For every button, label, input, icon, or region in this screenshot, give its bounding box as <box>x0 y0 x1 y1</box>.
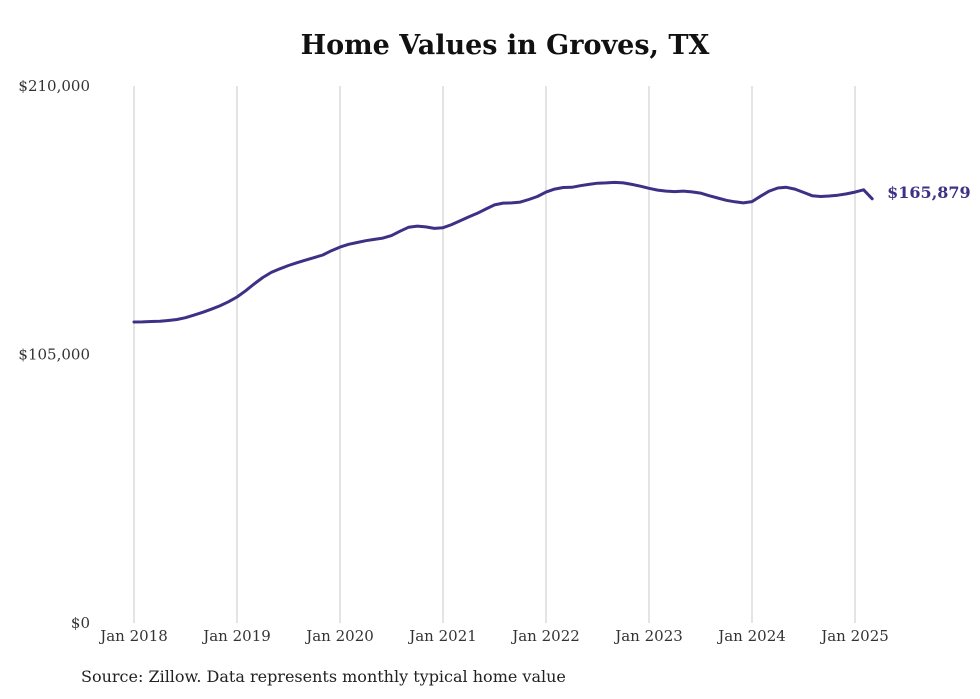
x-tick-label: Jan 2025 <box>819 627 889 645</box>
x-tick-label: Jan 2024 <box>716 627 786 645</box>
label-layer: $165,879 <box>887 183 971 202</box>
y-axis-ticks: $0 $105,000 $210,000 <box>18 77 90 632</box>
x-tick-label: Jan 2020 <box>304 627 374 645</box>
series-layer <box>132 180 874 324</box>
y-tick-label: $0 <box>71 614 90 632</box>
x-tick-label: Jan 2019 <box>201 627 271 645</box>
x-tick-label: Jan 2023 <box>613 627 683 645</box>
y-tick-label: $210,000 <box>18 77 90 95</box>
end-value-label: $165,879 <box>887 183 971 202</box>
series-line <box>132 180 874 324</box>
y-tick-label: $105,000 <box>18 346 90 364</box>
chart-title: Home Values in Groves, TX <box>300 30 710 61</box>
x-tick-label: Jan 2018 <box>98 627 168 645</box>
x-tick-label: Jan 2021 <box>407 627 477 645</box>
x-tick-label: Jan 2022 <box>510 627 580 645</box>
x-axis-ticks: Jan 2018 Jan 2019 Jan 2020 Jan 2021 Jan 2022… <box>98 627 889 645</box>
gridlines <box>133 86 856 623</box>
source-note: Source: Zillow. Data represents monthly … <box>81 667 566 686</box>
